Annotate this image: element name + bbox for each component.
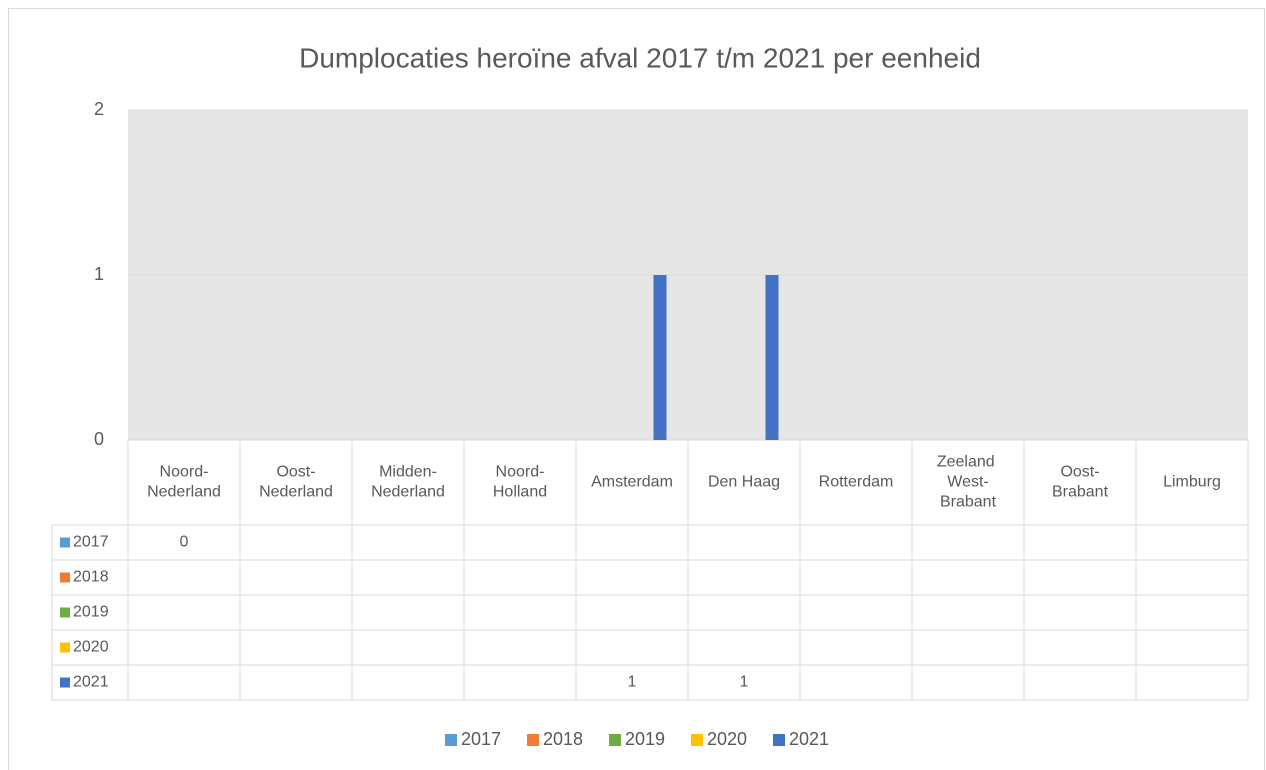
legend-swatch: [527, 734, 539, 746]
x-tick-label: Noord-Nederland: [147, 464, 221, 501]
table-series-label: 2019: [73, 604, 109, 621]
legend-key: [60, 642, 70, 653]
x-tick-label: Zeeland West-Brabant: [937, 454, 999, 511]
table-series-label: 2021: [73, 674, 109, 691]
legend-swatch: [691, 734, 703, 746]
legend-key: [60, 537, 70, 548]
table-value: 1: [740, 674, 749, 691]
x-tick-label: Rotterdam: [819, 474, 894, 491]
x-tick-label: Limburg: [1163, 474, 1221, 491]
table-series-label: 2017: [73, 534, 109, 551]
legend-label: 2019: [625, 729, 665, 749]
table-series-label: 2020: [73, 639, 109, 656]
table-series-label: 2018: [73, 569, 109, 586]
bar: [653, 275, 667, 440]
chart-title: Dumplocaties heroïne afval 2017 t/m 2021…: [299, 42, 981, 73]
legend-swatch: [445, 734, 457, 746]
table-value: 1: [628, 674, 637, 691]
x-tick-label: Oost-Brabant: [1052, 464, 1109, 501]
x-tick-label: Midden-Nederland: [371, 464, 445, 501]
x-tick-label: Den Haag: [708, 474, 780, 491]
legend-label: 2017: [461, 729, 501, 749]
legend-swatch: [609, 734, 621, 746]
bar: [765, 275, 779, 440]
legend-label: 2021: [789, 729, 829, 749]
y-tick-label: 2: [94, 99, 104, 119]
table-value: 0: [180, 534, 189, 551]
y-tick-label: 0: [94, 429, 104, 449]
legend-label: 2020: [707, 729, 747, 749]
y-tick-label: 1: [94, 264, 104, 284]
x-tick-label: Amsterdam: [591, 474, 673, 491]
legend-key: [60, 607, 70, 618]
x-tick-label: Noord-Holland: [493, 464, 547, 501]
legend-key: [60, 572, 70, 583]
legend-swatch: [773, 734, 785, 746]
legend-label: 2018: [543, 729, 583, 749]
x-tick-label: Oost-Nederland: [259, 464, 333, 501]
legend-key: [60, 677, 70, 688]
